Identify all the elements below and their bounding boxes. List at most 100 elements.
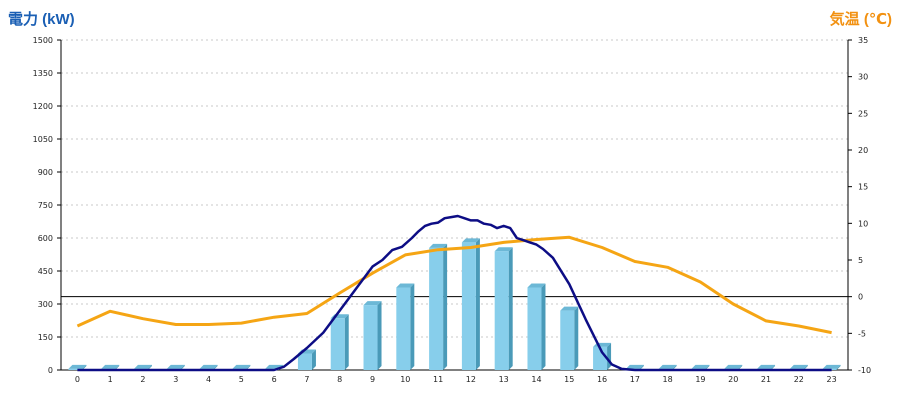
bar-top	[101, 364, 120, 369]
bar-top	[429, 243, 448, 248]
x-tick-label: 2	[140, 375, 145, 384]
bar	[461, 242, 476, 370]
bar-top	[461, 238, 480, 243]
bar-side	[836, 364, 841, 370]
bar-side	[475, 238, 480, 370]
bar-side	[213, 364, 218, 370]
right-tick-label: 35	[858, 36, 868, 45]
left-tick-label: 1050	[33, 135, 53, 144]
left-tick-label: 1350	[33, 69, 53, 78]
x-tick-label: 8	[337, 375, 342, 384]
right-tick-label: 25	[858, 109, 868, 118]
bar-side	[541, 283, 546, 370]
x-tick-label: 18	[663, 375, 673, 384]
left-tick-label: 900	[38, 168, 53, 177]
x-tick-label: 16	[597, 375, 607, 384]
x-tick-label: 10	[400, 375, 410, 384]
bar-top	[199, 364, 218, 369]
bar-top	[658, 364, 677, 369]
left-tick-label: 300	[38, 300, 53, 309]
bar-top	[363, 301, 382, 306]
left-tick-label: 600	[38, 234, 53, 243]
bar-top	[166, 364, 185, 369]
bar-side	[246, 364, 251, 370]
x-tick-label: 9	[370, 375, 375, 384]
right-tick-label: 10	[858, 219, 868, 228]
x-tick-label: 23	[827, 375, 837, 384]
x-tick-label: 12	[466, 375, 476, 384]
x-tick-label: 20	[728, 375, 738, 384]
x-tick-label: 3	[173, 375, 178, 384]
bar-top	[494, 247, 513, 252]
x-tick-label: 1	[108, 375, 113, 384]
bar-top	[396, 283, 415, 288]
right-tick-label: 30	[858, 73, 868, 82]
bar-top	[527, 283, 546, 288]
bar-side	[705, 364, 710, 370]
bar	[396, 287, 411, 370]
x-tick-label: 7	[304, 375, 309, 384]
power-line	[77, 214, 832, 372]
left-tick-label: 750	[38, 201, 53, 210]
right-axis-title: 気温 (℃)	[829, 11, 892, 28]
left-tick-label: 150	[38, 333, 53, 342]
bar-side	[443, 243, 448, 370]
bar-side	[672, 364, 677, 370]
x-tick-label: 19	[695, 375, 705, 384]
bar	[68, 368, 83, 370]
bar-side	[803, 364, 808, 370]
bar-side	[639, 364, 644, 370]
bar-side	[311, 349, 316, 370]
x-tick-label: 14	[531, 375, 541, 384]
left-axis-title: 電力 (kW)	[8, 11, 75, 28]
bar-top	[822, 364, 841, 369]
right-tick-label: 5	[858, 256, 863, 265]
bar	[494, 251, 509, 370]
bar	[527, 287, 542, 370]
left-tick-label: 450	[38, 267, 53, 276]
right-tick-label: 20	[858, 146, 868, 155]
x-tick-label: 13	[499, 375, 509, 384]
x-tick-label: 4	[206, 375, 211, 384]
bar-top	[68, 364, 87, 369]
temperature-line	[76, 235, 832, 335]
bar-side	[377, 301, 382, 370]
bar	[363, 305, 378, 370]
bar-top	[133, 364, 152, 369]
bar-side	[574, 306, 579, 370]
bar	[560, 310, 575, 370]
bar-side	[147, 364, 152, 370]
x-tick-label: 17	[630, 375, 640, 384]
bar-top	[691, 364, 710, 369]
x-tick-label: 11	[433, 375, 443, 384]
bar-side	[115, 364, 120, 370]
right-tick-label: -5	[858, 329, 866, 338]
x-tick-label: 21	[761, 375, 771, 384]
bar-top	[724, 364, 743, 369]
bar-side	[344, 314, 349, 370]
bar-side	[607, 342, 612, 370]
right-tick-label: -10	[858, 366, 871, 375]
left-tick-label: 1200	[33, 102, 53, 111]
bar	[330, 318, 345, 370]
bar-top	[232, 364, 251, 369]
x-tick-label: 15	[564, 375, 574, 384]
x-tick-label: 5	[239, 375, 244, 384]
bar-top	[625, 364, 644, 369]
left-tick-label: 0	[48, 366, 53, 375]
bar-side	[410, 283, 415, 370]
x-tick-label: 0	[75, 375, 80, 384]
right-tick-label: 15	[858, 183, 868, 192]
bar-top	[560, 306, 579, 311]
bar-side	[771, 364, 776, 370]
x-tick-label: 6	[272, 375, 277, 384]
bar-side	[508, 247, 513, 370]
right-tick-label: 0	[858, 293, 863, 302]
bar-side	[180, 364, 185, 370]
x-tick-label: 22	[794, 375, 804, 384]
bar-top	[789, 364, 808, 369]
bar	[429, 247, 444, 370]
bar-side	[738, 364, 743, 370]
left-tick-label: 1500	[33, 36, 53, 45]
